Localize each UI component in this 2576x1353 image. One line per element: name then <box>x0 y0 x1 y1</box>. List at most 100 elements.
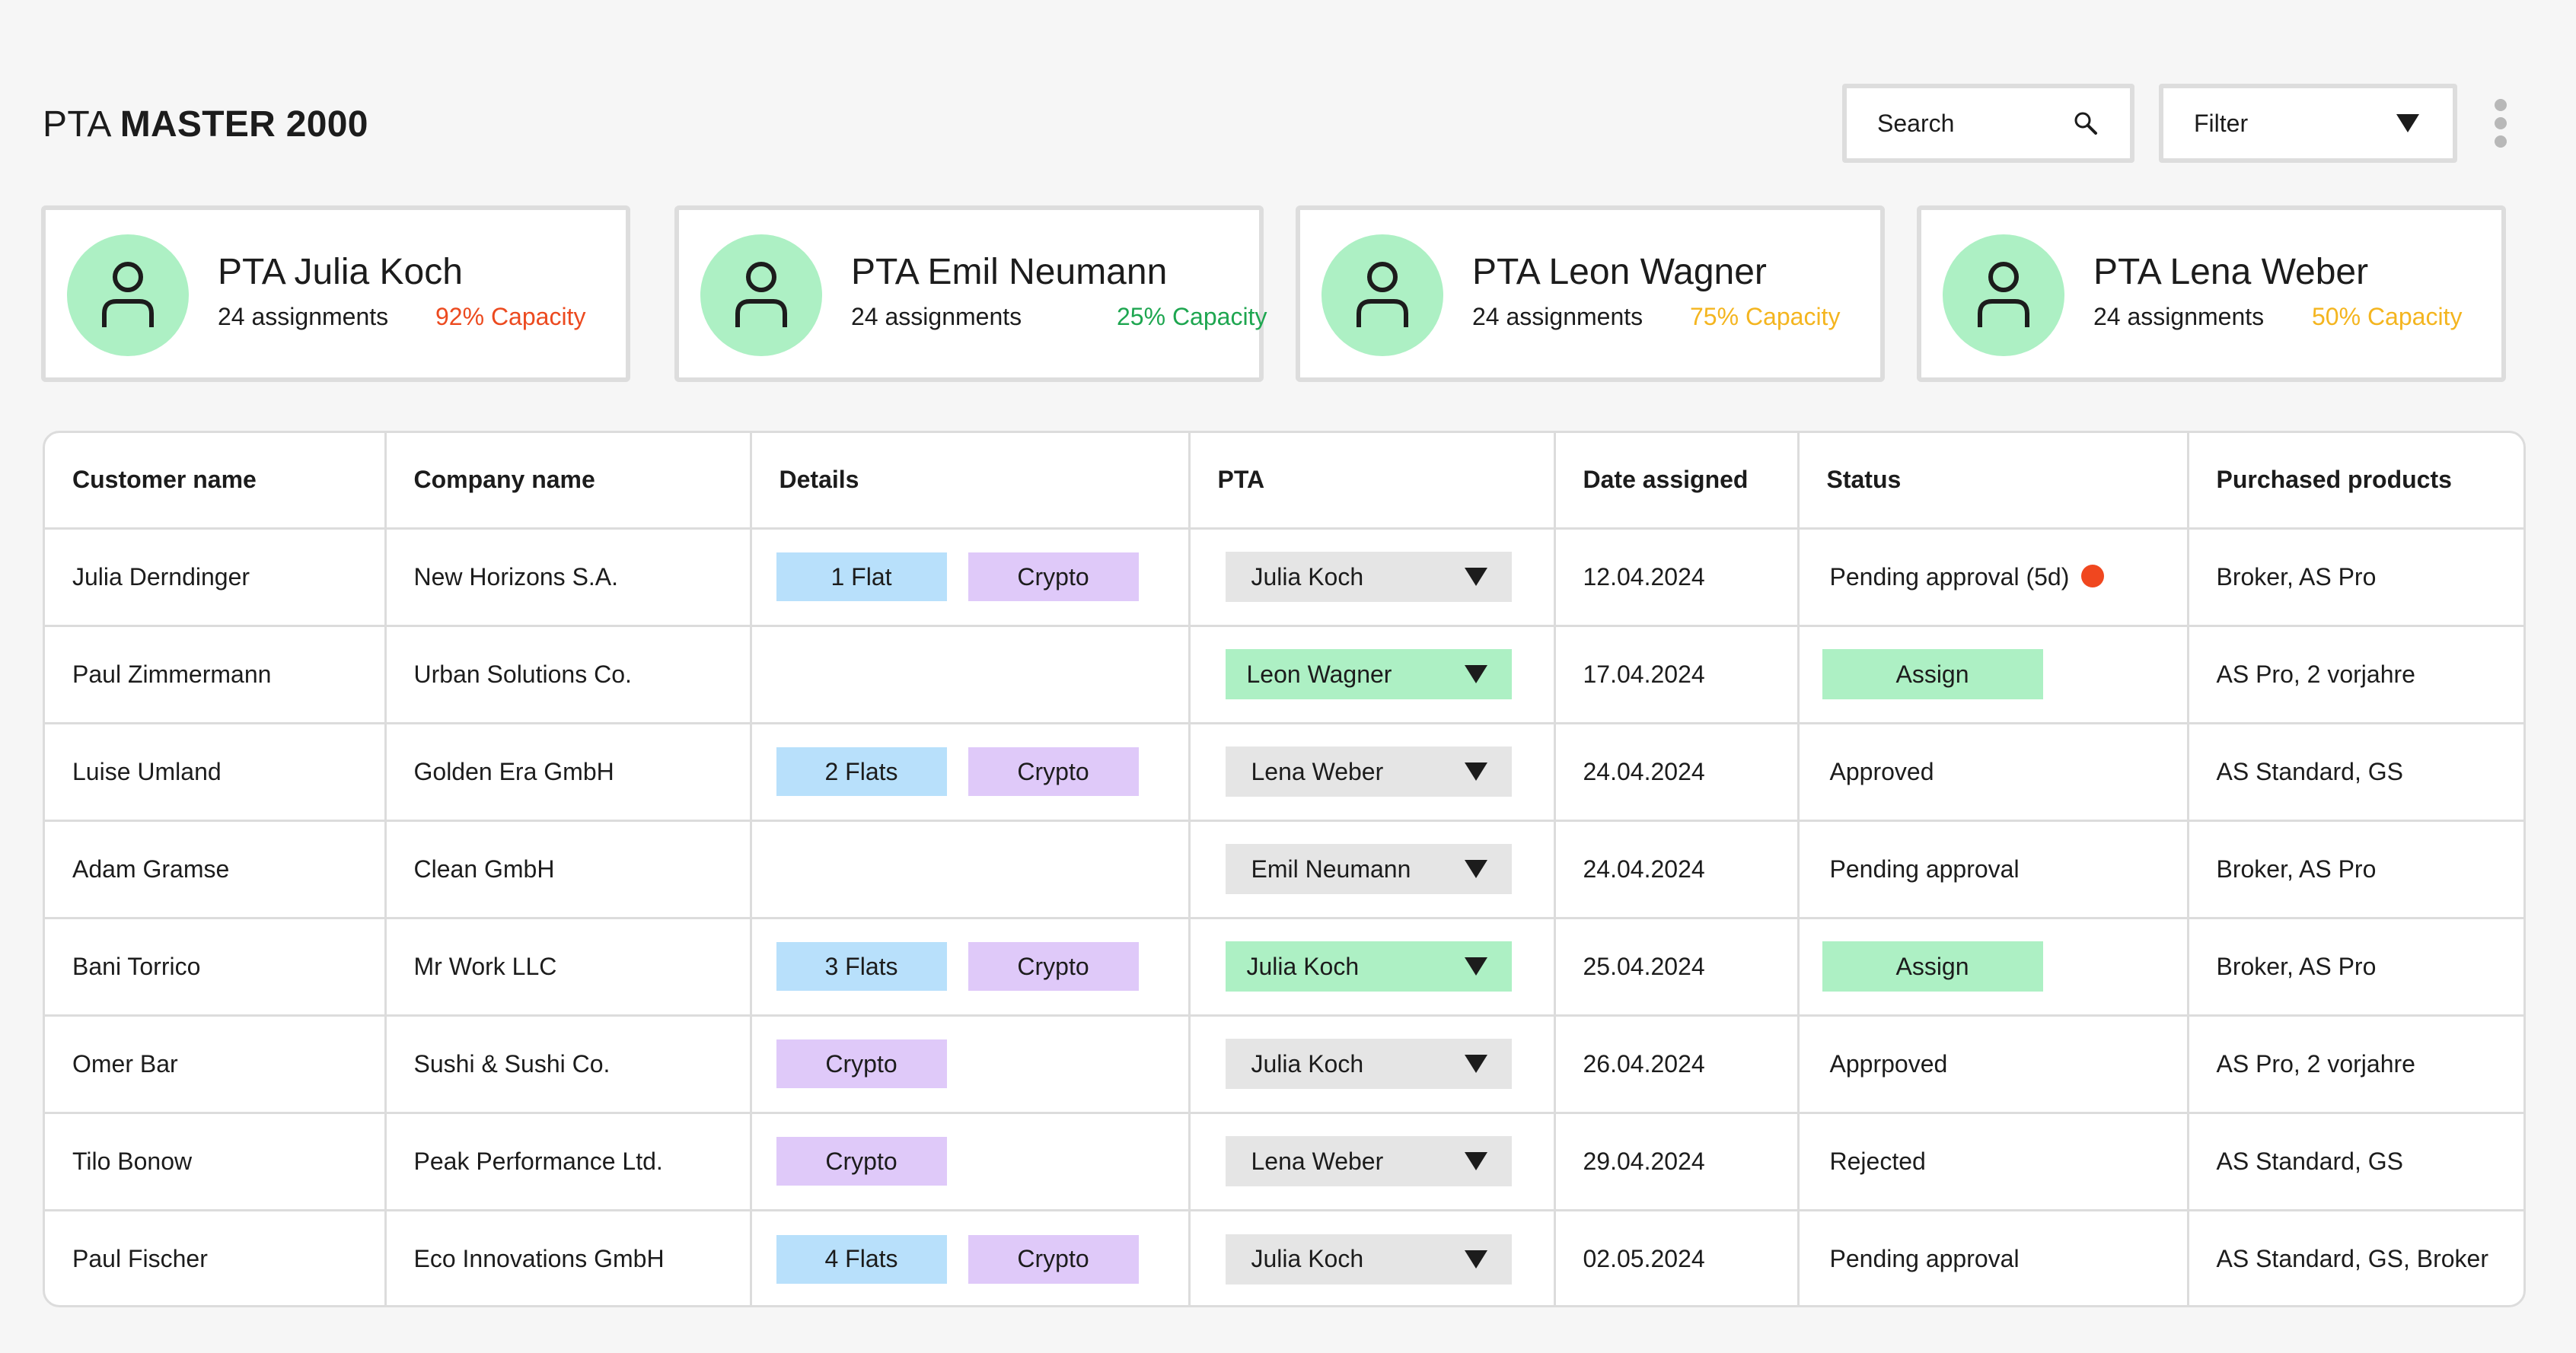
company-name-cell: Mr Work LLC <box>385 918 752 1017</box>
user-icon <box>102 262 154 327</box>
crypto-badge: Crypto <box>968 942 1139 991</box>
pta-cell: Leon Wagner <box>1189 626 1556 724</box>
column-header-details[interactable]: Details <box>751 433 1191 530</box>
pta-cell: Emil Neumann <box>1189 820 1556 919</box>
chevron-down-icon <box>1464 860 1487 878</box>
column-header-customer-name[interactable]: Customer name <box>45 433 387 530</box>
avatar <box>1943 234 2064 356</box>
status-text: Pending approval <box>1829 855 2020 883</box>
filter-label: Filter <box>2194 109 2249 137</box>
pta-dropdown-value: Lena Weber <box>1251 757 1384 785</box>
details-cell: Crypto <box>751 1015 1191 1114</box>
chevron-down-icon <box>1464 957 1487 976</box>
pta-card[interactable]: PTA Emil Neumann 24 assignments 25% Capaci… <box>674 205 1267 382</box>
pta-card-name: PTA Emil Neumann <box>851 252 1168 292</box>
pta-card-capacity: 75% Capacity <box>1690 303 1841 330</box>
table-row[interactable]: Julia Derndinger New Horizons S.A. 1 Flat C… <box>45 528 2523 627</box>
pta-card-name: PTA Leon Wagner <box>1472 252 1767 292</box>
pta-dropdown[interactable]: Julia Koch <box>1225 1234 1512 1285</box>
purchased-products-cell: AS Pro, 2 vorjahre <box>2188 1015 2523 1114</box>
purchased-products-cell: Broker, AS Pro <box>2188 820 2523 919</box>
pta-dropdown[interactable]: Lena Weber <box>1225 1136 1512 1186</box>
status-cell: Assign <box>1798 918 2189 1017</box>
user-icon <box>1357 262 1408 327</box>
details-cell: 3 Flats Crypto <box>751 918 1191 1017</box>
date-assigned-cell: 24.04.2024 <box>1554 820 1800 919</box>
table-header-row: Customer name Company name Details PTA Date … <box>45 433 2523 530</box>
user-icon <box>1978 262 2029 327</box>
company-name-cell: Sushi & Sushi Co. <box>385 1015 752 1114</box>
kebab-menu-icon[interactable] <box>2489 99 2512 148</box>
column-header-purchased-products[interactable]: Purchased products <box>2188 433 2523 530</box>
search-input[interactable] <box>1877 109 2072 138</box>
chevron-down-icon <box>1464 1152 1487 1170</box>
page-title: PTA MASTER 2000 <box>43 97 368 152</box>
details-cell <box>751 820 1191 919</box>
crypto-badge: Crypto <box>968 747 1139 796</box>
date-assigned-cell: 24.04.2024 <box>1554 723 1800 822</box>
table-row[interactable]: Omer Bar Sushi & Sushi Co. Crypto Julia Koc… <box>45 1015 2523 1114</box>
date-assigned-cell: 25.04.2024 <box>1554 918 1800 1017</box>
pta-dropdown[interactable]: Leon Wagner <box>1225 649 1512 699</box>
table-row[interactable]: Paul Fischer Eco Innovations GmbH 4 Flats C… <box>45 1210 2523 1305</box>
pta-dropdown[interactable]: Julia Koch <box>1225 941 1512 992</box>
crypto-badge: Crypto <box>968 552 1139 601</box>
company-name-cell: Peak Performance Ltd. <box>385 1113 752 1211</box>
table-row[interactable]: Tilo Bonow Peak Performance Ltd. Crypto Len… <box>45 1113 2523 1211</box>
column-header-company-name[interactable]: Company name <box>385 433 752 530</box>
column-header-date-assigned[interactable]: Date assigned <box>1554 433 1800 530</box>
date-assigned-cell: 02.05.2024 <box>1554 1210 1800 1305</box>
column-header-status[interactable]: Status <box>1798 433 2189 530</box>
chevron-down-icon <box>2396 114 2419 132</box>
assign-button[interactable]: Assign <box>1822 941 2043 992</box>
status-text: Pending approval (5d) <box>1829 562 2070 591</box>
pta-dropdown-value: Julia Koch <box>1251 1245 1364 1273</box>
column-header-pta[interactable]: PTA <box>1189 433 1556 530</box>
flats-badge: 1 Flat <box>776 552 947 601</box>
table-row[interactable]: Adam Gramse Clean GmbH Emil Neumann 24.04.2… <box>45 820 2523 919</box>
pta-cell: Lena Weber <box>1189 1113 1556 1211</box>
status-cell: Pending approval <box>1798 1210 2189 1305</box>
user-icon <box>735 262 787 327</box>
pta-dropdown[interactable]: Julia Koch <box>1225 1039 1512 1089</box>
status-cell: Approved <box>1798 723 2189 822</box>
pta-cell: Julia Koch <box>1189 918 1556 1017</box>
pta-card-assignments: 24 assignments <box>851 303 1022 330</box>
avatar <box>700 234 822 356</box>
pta-dropdown[interactable]: Emil Neumann <box>1225 844 1512 894</box>
pta-card[interactable]: PTA Julia Koch 24 assignments 92% Capacity <box>41 205 630 382</box>
pta-dropdown[interactable]: Lena Weber <box>1225 747 1512 797</box>
pta-card[interactable]: PTA Leon Wagner 24 assignments 75% Capacit… <box>1296 205 1885 382</box>
pta-dropdown-value: Julia Koch <box>1251 562 1364 591</box>
avatar <box>67 234 189 356</box>
assign-button[interactable]: Assign <box>1822 649 2043 699</box>
pta-card-name: PTA Lena Weber <box>2093 252 2369 292</box>
purchased-products-cell: AS Pro, 2 vorjahre <box>2188 626 2523 724</box>
status-cell: Assign <box>1798 626 2189 724</box>
search-icon[interactable] <box>2072 110 2099 137</box>
customer-name-cell: Bani Torrico <box>45 918 387 1017</box>
status-cell: Rejected <box>1798 1113 2189 1211</box>
pta-card[interactable]: PTA Lena Weber 24 assignments 50% Capacity <box>1917 205 2506 382</box>
details-cell: 2 Flats Crypto <box>751 723 1191 822</box>
table-row[interactable]: Paul Zimmermann Urban Solutions Co. Leon W… <box>45 626 2523 724</box>
table-row[interactable]: Luise Umland Golden Era GmbH 2 Flats Crypto… <box>45 723 2523 822</box>
customer-name-cell: Paul Fischer <box>45 1210 387 1305</box>
filter-dropdown[interactable]: Filter <box>2159 84 2457 163</box>
search-box[interactable] <box>1842 84 2134 163</box>
company-name-cell: Clean GmbH <box>385 820 752 919</box>
pta-dropdown-value: Julia Koch <box>1246 952 1360 980</box>
customer-name-cell: Adam Gramse <box>45 820 387 919</box>
chevron-down-icon <box>1464 762 1487 781</box>
pta-cell: Julia Koch <box>1189 528 1556 627</box>
purchased-products-cell: Broker, AS Pro <box>2188 528 2523 627</box>
pta-dropdown[interactable]: Julia Koch <box>1225 552 1512 602</box>
pta-dropdown-value: Leon Wagner <box>1246 660 1392 688</box>
purchased-products-cell: AS Standard, GS <box>2188 723 2523 822</box>
customer-name-cell: Luise Umland <box>45 723 387 822</box>
status-text: Rejected <box>1829 1147 1926 1175</box>
pta-cell: Julia Koch <box>1189 1015 1556 1114</box>
table-row[interactable]: Bani Torrico Mr Work LLC 3 Flats Crypto Juli… <box>45 918 2523 1017</box>
date-assigned-cell: 29.04.2024 <box>1554 1113 1800 1211</box>
